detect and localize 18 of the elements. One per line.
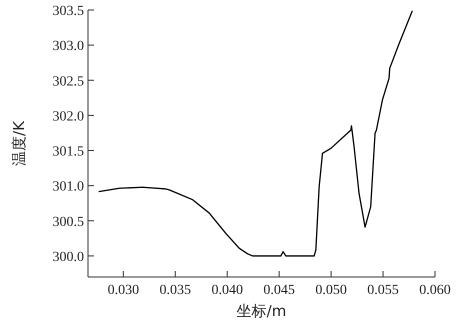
x-tick-label: 0.055 (367, 283, 399, 298)
y-tick-label: 303.0 (52, 39, 84, 54)
x-tick-label: 0.060 (419, 283, 451, 298)
y-tick-label: 300.5 (52, 214, 84, 230)
x-tick-label: 0.050 (315, 283, 347, 298)
y-tick-label: 303.5 (52, 4, 84, 19)
x-tick-label: 0.035 (160, 283, 192, 298)
y-axis-title: 温度/K (10, 120, 28, 166)
y-tick-label: 300.0 (52, 250, 84, 265)
y-tick-label: 301.0 (52, 180, 84, 195)
x-tick-label: 0.040 (211, 283, 243, 298)
y-tick-label: 301.5 (52, 144, 84, 160)
y-tick-label: 302.5 (52, 74, 84, 90)
y-tick-label: 302.0 (52, 109, 84, 124)
x-axis-title: 坐标/m (236, 302, 286, 320)
x-tick-label: 0.030 (108, 283, 140, 298)
line-series (98, 10, 413, 257)
x-tick-label: 0.045 (263, 283, 295, 298)
